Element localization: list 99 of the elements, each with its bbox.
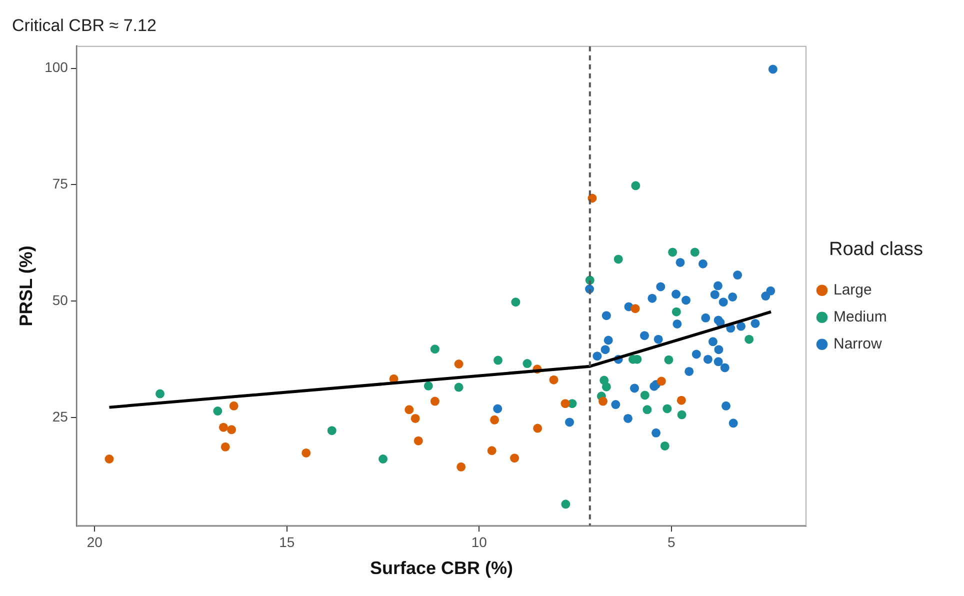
x-axis-title: Surface CBR (%) (370, 558, 513, 578)
point (677, 410, 686, 420)
point (766, 286, 776, 296)
point (533, 424, 542, 433)
point (410, 414, 420, 423)
point (690, 248, 700, 257)
point (672, 307, 681, 316)
point (722, 401, 731, 410)
point (327, 426, 336, 436)
point (602, 382, 611, 392)
point (604, 336, 613, 345)
point (424, 381, 433, 390)
point (494, 356, 503, 365)
point (598, 396, 608, 406)
point (744, 334, 754, 344)
point (454, 382, 464, 392)
point (728, 292, 738, 302)
point (430, 396, 440, 406)
point (630, 384, 640, 393)
point (510, 454, 520, 463)
point (640, 390, 650, 400)
point (631, 181, 640, 190)
legend-label: Large (834, 282, 872, 299)
point (229, 401, 238, 410)
chart-title: Critical CBR ≈ 7.12 (12, 16, 156, 35)
point (682, 296, 691, 305)
point (648, 294, 657, 303)
y-tick-label: 75 (52, 176, 68, 192)
legend-label: Narrow (834, 336, 882, 353)
point (713, 281, 722, 290)
point (430, 344, 440, 354)
point (404, 405, 414, 414)
point (656, 282, 666, 292)
point (736, 322, 746, 331)
point (684, 366, 694, 376)
y-axis-title: PRSL (%) (16, 246, 36, 326)
point (302, 448, 311, 458)
point (561, 500, 570, 509)
point (698, 259, 708, 268)
point (642, 405, 652, 414)
point (768, 64, 778, 74)
point (592, 352, 602, 361)
point (623, 414, 632, 423)
point (708, 337, 718, 346)
point (652, 428, 661, 438)
point (750, 318, 760, 328)
point (660, 441, 670, 450)
point (710, 290, 720, 300)
point (511, 298, 520, 307)
point (218, 422, 228, 432)
point (664, 355, 674, 364)
point (720, 363, 730, 372)
x-tick-label: 20 (86, 534, 103, 550)
point (565, 418, 574, 427)
point (676, 258, 685, 267)
point (718, 298, 728, 307)
point (703, 354, 712, 364)
point (493, 404, 502, 414)
x-tick-label: 10 (471, 534, 488, 550)
point (672, 319, 682, 328)
point (602, 311, 611, 320)
point (672, 290, 681, 299)
point (414, 436, 423, 446)
point (560, 399, 570, 408)
point (611, 400, 620, 410)
point (490, 415, 500, 424)
point (668, 248, 678, 257)
point (156, 389, 165, 398)
point (630, 304, 640, 314)
point (220, 442, 230, 452)
y-tick-label: 25 (52, 408, 68, 424)
point (487, 446, 496, 456)
point (456, 462, 466, 472)
x-tick-label: 15 (279, 534, 295, 550)
x-tick-label: 5 (668, 534, 676, 550)
legend-title: Road class (829, 238, 923, 260)
point (701, 313, 710, 322)
point (656, 376, 666, 386)
point (692, 350, 701, 359)
point (600, 345, 610, 354)
point (213, 406, 222, 416)
point (227, 425, 236, 434)
point (549, 375, 558, 384)
point (714, 357, 723, 366)
point (662, 404, 672, 414)
point (714, 345, 724, 354)
point (654, 334, 663, 344)
point (614, 254, 623, 264)
point (640, 331, 650, 340)
point (522, 359, 532, 368)
y-tick-label: 100 (44, 59, 68, 76)
point (104, 454, 114, 464)
point (728, 418, 738, 428)
point (733, 270, 742, 280)
point (676, 396, 686, 405)
point (378, 454, 388, 464)
point (454, 360, 464, 369)
legend-label: Medium (834, 308, 887, 326)
y-tick-label: 50 (52, 292, 68, 308)
